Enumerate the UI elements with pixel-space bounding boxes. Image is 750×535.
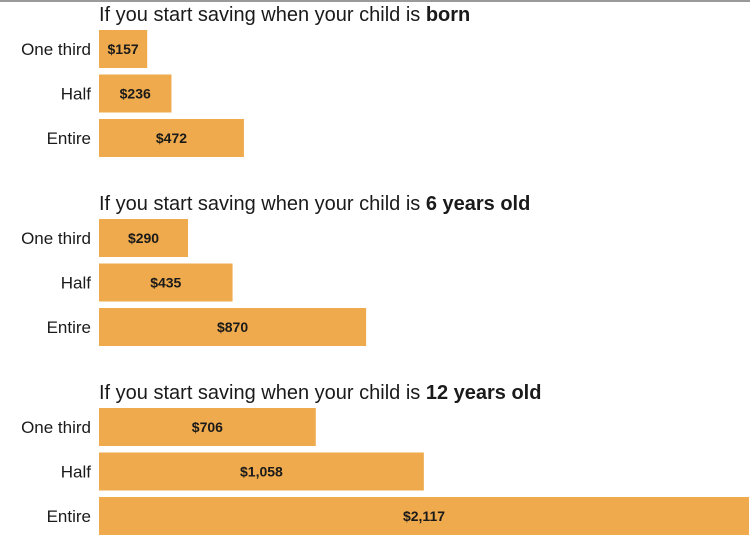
category-label: Half [61, 85, 92, 104]
bar [99, 119, 244, 157]
bar [99, 219, 189, 257]
bar-value-label: $706 [192, 419, 223, 435]
panel-title-emphasis: born [426, 4, 470, 26]
category-label: One third [21, 229, 91, 248]
bar [99, 497, 749, 535]
bar-value-label: $290 [128, 230, 159, 246]
panel-title: If you start saving when your child is 1… [99, 382, 541, 404]
panel-title-prefix: If you start saving when your child is [99, 4, 426, 26]
bar-value-label: $2,117 [403, 508, 445, 524]
bar [99, 74, 172, 113]
category-label: Half [61, 274, 92, 293]
chart-panel-3: If you start saving when your child is 1… [21, 382, 749, 535]
chart-panel-1: If you start saving when your child is b… [21, 4, 470, 157]
category-label: Half [61, 463, 92, 482]
bar-value-label: $472 [156, 130, 187, 146]
panel-title: If you start saving when your child is 6… [99, 193, 530, 215]
panel-title-emphasis: 6 years old [426, 193, 531, 215]
panel-title-emphasis: 12 years old [426, 382, 542, 404]
bar [99, 452, 424, 491]
category-label: Entire [47, 507, 91, 526]
top-rule [0, 0, 750, 2]
bar-value-label: $157 [108, 41, 139, 57]
category-label: One third [21, 418, 91, 437]
category-label: One third [21, 40, 91, 59]
bar-value-label: $1,058 [240, 464, 283, 480]
panel-title: If you start saving when your child is b… [99, 4, 470, 26]
chart-panel-2: If you start saving when your child is 6… [21, 193, 530, 346]
panel-title-prefix: If you start saving when your child is [99, 382, 426, 404]
category-label: Entire [47, 318, 91, 337]
bar [99, 408, 316, 446]
bar [99, 30, 148, 68]
bar-value-label: $435 [150, 275, 181, 291]
category-label: Entire [47, 129, 91, 148]
bar [99, 308, 367, 346]
bar [99, 263, 233, 302]
panel-title-prefix: If you start saving when your child is [99, 193, 426, 215]
bar-value-label: $236 [120, 86, 151, 102]
bar-value-label: $870 [217, 319, 248, 335]
